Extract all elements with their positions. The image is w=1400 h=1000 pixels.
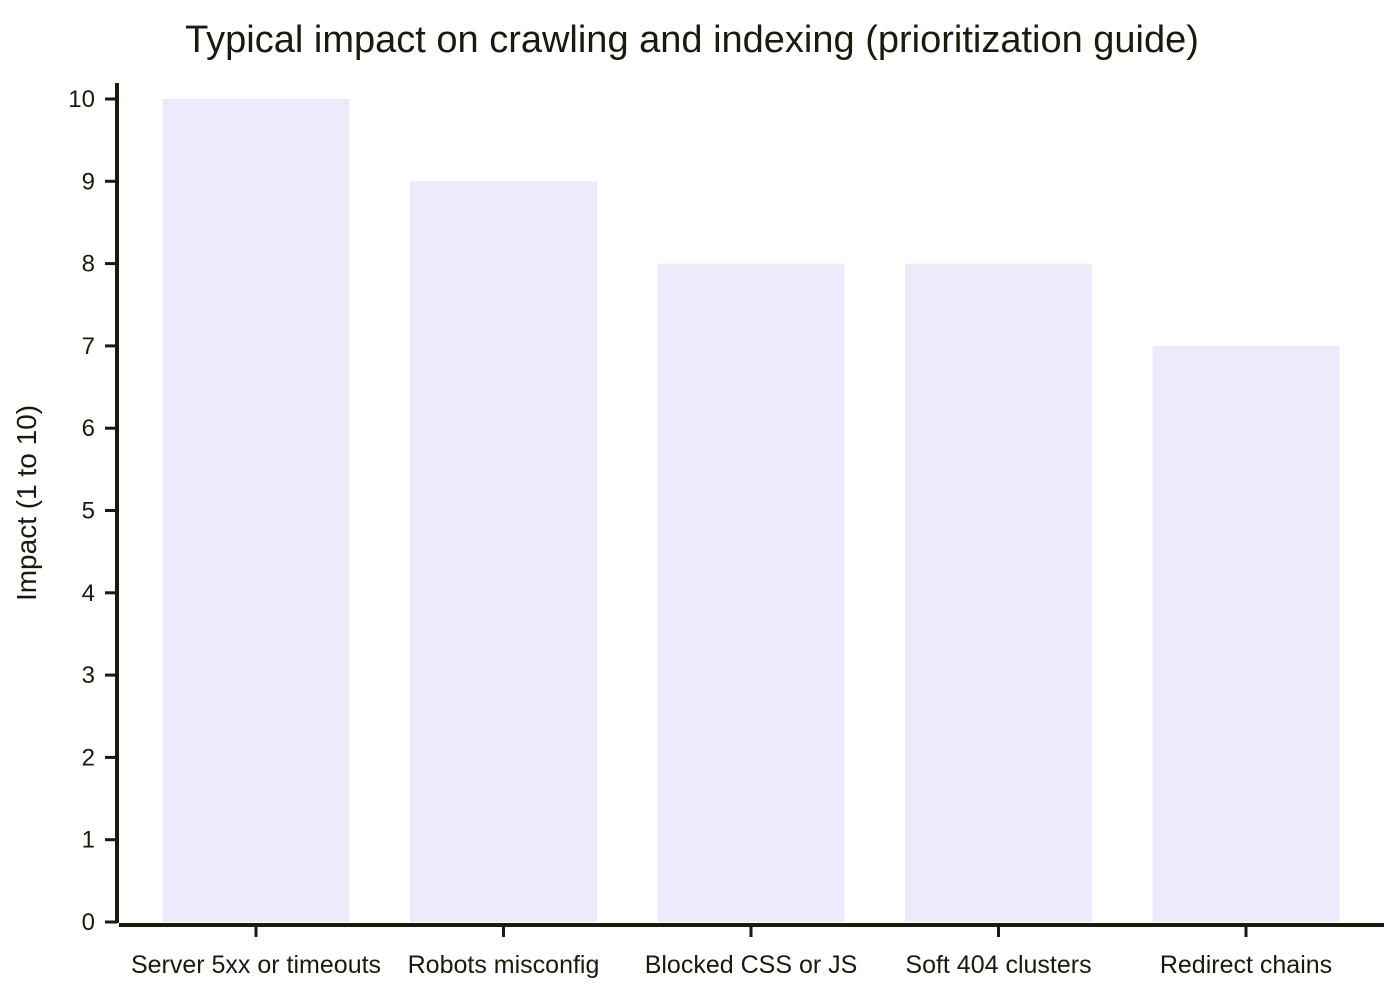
y-tick-label: 0	[82, 909, 95, 936]
y-axis-ticks: 0 1 2 3 4 5 6 7 8 9 10	[68, 86, 117, 936]
y-tick-label: 8	[82, 251, 95, 278]
bar-4	[1152, 345, 1340, 922]
y-tick-label: 7	[82, 333, 95, 360]
y-tick-label: 3	[82, 662, 95, 689]
x-tick-label: Robots misconfig	[408, 951, 600, 979]
y-tick-label: 6	[82, 415, 95, 442]
bar-0	[162, 99, 350, 922]
bar-2	[657, 263, 845, 923]
bar-3	[905, 263, 1092, 923]
bars-group	[162, 99, 1340, 923]
y-tick-label: 10	[68, 86, 95, 113]
y-tick-label: 4	[82, 580, 95, 607]
y-tick-label: 9	[82, 168, 95, 195]
y-axis-title: Impact (1 to 10)	[11, 405, 42, 601]
x-tick-label: Server 5xx or timeouts	[131, 951, 381, 979]
x-tick-label: Redirect chains	[1160, 951, 1332, 979]
y-tick-label: 1	[82, 827, 95, 854]
chart-title: Typical impact on crawling and indexing …	[185, 19, 1199, 61]
x-tick-label: Soft 404 clusters	[905, 951, 1091, 979]
x-axis-ticks: Server 5xx or timeouts Robots misconfig Bl…	[131, 925, 1332, 979]
y-tick-label: 5	[82, 498, 95, 525]
bar-1	[410, 181, 597, 923]
x-tick-label: Blocked CSS or JS	[645, 951, 858, 979]
y-tick-label: 2	[82, 744, 95, 771]
